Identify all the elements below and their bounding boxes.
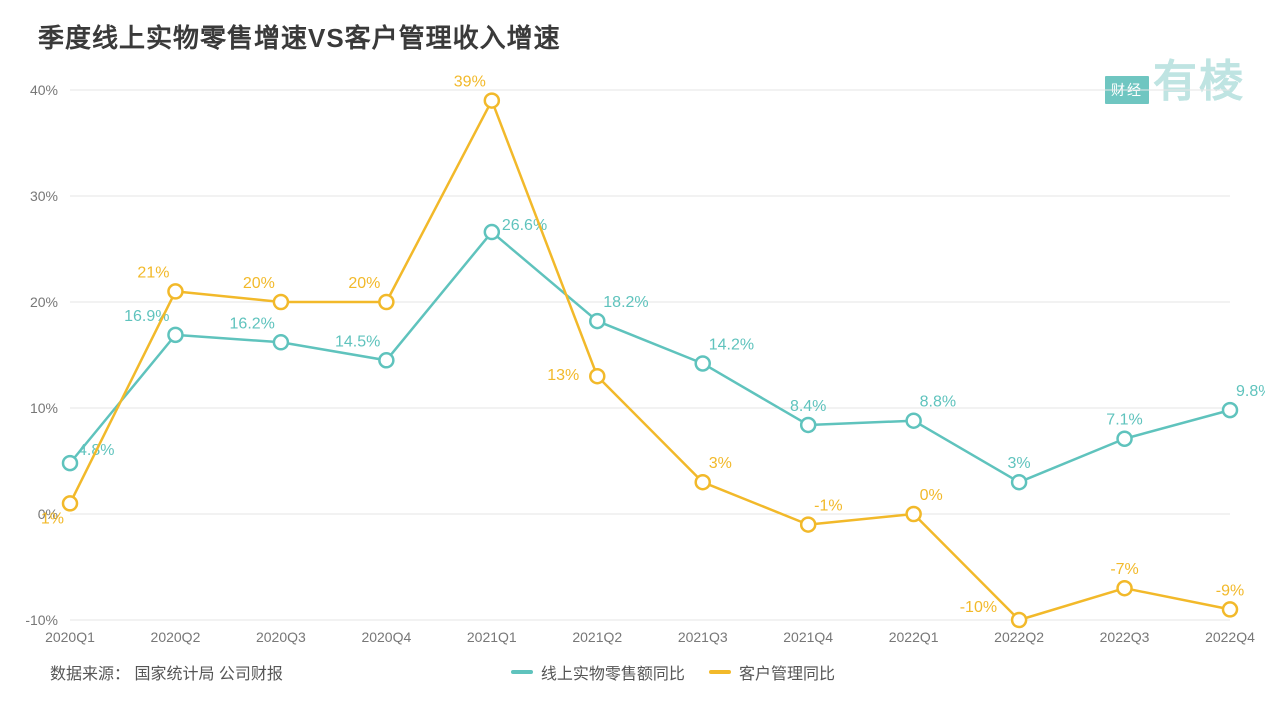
data-point [590, 369, 604, 383]
value-label: -10% [960, 599, 997, 616]
series-line [70, 232, 1230, 482]
value-label: -7% [1110, 561, 1138, 578]
value-label: 3% [1008, 455, 1031, 472]
legend-swatch-1 [511, 670, 533, 674]
data-point [168, 284, 182, 298]
y-tick-label: -10% [25, 612, 58, 628]
value-label: 20% [243, 275, 275, 292]
series-line [70, 101, 1230, 620]
legend-item-2: 客户管理同比 [709, 660, 835, 684]
y-tick-label: 10% [30, 400, 58, 416]
data-point [63, 456, 77, 470]
value-label: 20% [348, 275, 380, 292]
x-tick-label: 2022Q1 [889, 629, 939, 645]
value-label: 14.2% [709, 336, 754, 353]
x-tick-label: 2020Q2 [151, 629, 201, 645]
value-label: -1% [814, 498, 842, 515]
data-point [274, 335, 288, 349]
data-source: 数据来源： 国家统计局 公司财报 [50, 660, 283, 684]
data-point [485, 94, 499, 108]
source-label: 数据来源： [50, 666, 130, 683]
x-tick-label: 2021Q2 [572, 629, 622, 645]
value-label: 3% [709, 455, 732, 472]
data-point [168, 328, 182, 342]
x-tick-label: 2021Q1 [467, 629, 517, 645]
data-point [696, 475, 710, 489]
x-tick-label: 2022Q4 [1205, 629, 1255, 645]
value-label: 8.4% [790, 398, 826, 415]
data-point [1118, 432, 1132, 446]
line-chart: -10% 0% 10% 20% 30% 40% 2020Q1 2020Q2 2020Q3 2020… [0, 0, 1265, 714]
value-label: 1% [41, 510, 64, 527]
x-tick-label: 2022Q2 [994, 629, 1044, 645]
value-label: 8.8% [920, 394, 956, 411]
x-tick-label: 2020Q3 [256, 629, 306, 645]
value-label: 21% [137, 264, 169, 281]
data-point [1223, 403, 1237, 417]
x-tick-label: 2020Q1 [45, 629, 95, 645]
footer: 数据来源： 国家统计局 公司财报 线上实物零售额同比 客户管理同比 [50, 660, 1200, 684]
value-label: 18.2% [603, 294, 648, 311]
data-point [274, 295, 288, 309]
data-point [1012, 613, 1026, 627]
data-point [696, 356, 710, 370]
legend-label-2: 客户管理同比 [739, 660, 835, 684]
data-point [801, 418, 815, 432]
value-label: 14.5% [335, 333, 380, 350]
value-label: 7.1% [1106, 412, 1142, 429]
data-point [1223, 602, 1237, 616]
x-tick-label: 2021Q4 [783, 629, 833, 645]
x-tick-label: 2022Q3 [1100, 629, 1150, 645]
y-tick-label: 20% [30, 294, 58, 310]
data-point [1012, 475, 1026, 489]
data-point [485, 225, 499, 239]
data-point [590, 314, 604, 328]
data-point [1118, 581, 1132, 595]
y-tick-label: 40% [30, 82, 58, 98]
y-tick-label: 30% [30, 188, 58, 204]
value-label: 39% [454, 74, 486, 91]
value-label: 13% [547, 367, 579, 384]
x-tick-label: 2021Q3 [678, 629, 728, 645]
value-label: -9% [1216, 582, 1244, 599]
value-label: 0% [920, 487, 943, 504]
data-point [379, 353, 393, 367]
source-value: 国家统计局 公司财报 [134, 666, 282, 683]
x-tick-label: 2020Q4 [361, 629, 411, 645]
data-point [379, 295, 393, 309]
legend: 线上实物零售额同比 客户管理同比 [511, 660, 835, 684]
data-point [63, 496, 77, 510]
legend-item-1: 线上实物零售额同比 [511, 660, 685, 684]
value-label: 16.2% [230, 315, 275, 332]
value-label: 9.8% [1236, 383, 1265, 400]
data-point [907, 414, 921, 428]
legend-label-1: 线上实物零售额同比 [541, 660, 685, 684]
data-point [907, 507, 921, 521]
legend-swatch-2 [709, 670, 731, 674]
data-point [801, 518, 815, 532]
